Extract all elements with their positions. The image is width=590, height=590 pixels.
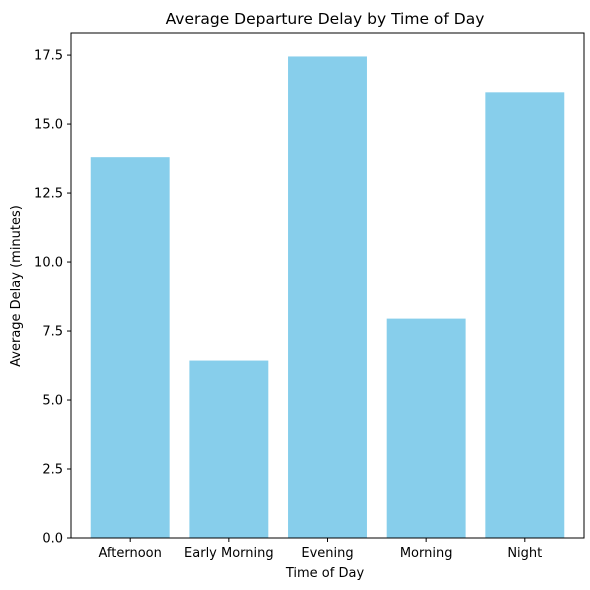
x-tick-label: Night — [507, 546, 542, 561]
y-tick-label: 0.0 — [42, 532, 63, 547]
y-tick-label: 10.0 — [34, 256, 63, 271]
y-tick-label: 7.5 — [42, 325, 63, 340]
x-tick-label: Early Morning — [184, 546, 274, 561]
y-tick-label: 2.5 — [42, 463, 63, 478]
plot-area: 0.0 2.5 5.0 7.5 10.0 12.5 15.0 17.5 Afternoon Ea… — [34, 32, 585, 561]
x-axis-title: Time of Day — [285, 566, 365, 581]
y-axis-title: Average Delay (minutes) — [9, 205, 24, 367]
y-tick-label: 17.5 — [34, 49, 63, 64]
y-tick-label: 5.0 — [42, 394, 63, 409]
bar-afternoon — [90, 157, 170, 538]
bar-night — [485, 92, 565, 539]
bar-morning — [386, 318, 466, 538]
bar-early-morning — [189, 360, 269, 538]
bars-group — [90, 56, 565, 539]
x-tick-label: Morning — [400, 546, 453, 561]
x-tick-label: Evening — [301, 546, 353, 561]
x-tick-label: Afternoon — [99, 546, 162, 561]
y-tick-label: 12.5 — [34, 187, 63, 202]
plot-frame — [70, 32, 585, 539]
bar-evening — [288, 56, 367, 538]
chart-title: Average Departure Delay by Time of Day — [166, 10, 485, 28]
x-axis-ticks: Afternoon Early Morning Evening Morning Nigh… — [99, 538, 542, 561]
y-tick-label: 15.0 — [34, 118, 63, 133]
y-axis-ticks: 0.0 2.5 5.0 7.5 10.0 12.5 15.0 17.5 — [34, 49, 71, 547]
